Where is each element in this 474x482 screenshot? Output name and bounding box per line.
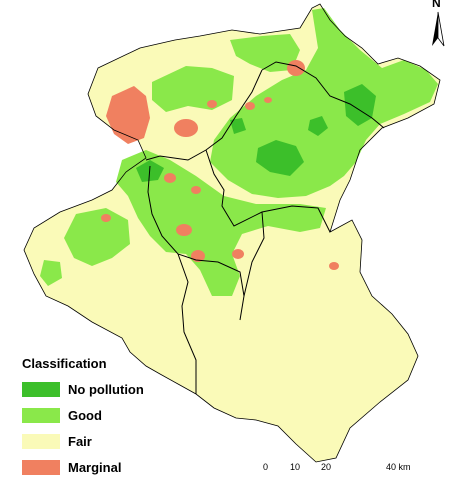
scale-tick: 10 [290,462,301,472]
legend-label: Fair [68,433,92,449]
legend-item-no-pollution: No pollution [22,378,192,400]
scale-tick: 20 [321,462,332,472]
legend: Classification No pollution Good Fair Ma… [22,356,192,482]
swatch-good [22,407,60,423]
scale-tick: 40 km [386,462,411,472]
legend-item-fair: Fair [22,430,192,452]
legend-title: Classification [22,356,107,371]
scale-bar: 0 10 20 40 km [258,458,428,474]
north-arrow: N [426,0,450,50]
marginal-zones [101,60,339,270]
legend-label: Good [68,407,102,423]
north-arrow-icon [432,11,445,47]
legend-label: No pollution [68,381,144,397]
scale-tick: 0 [263,462,269,472]
legend-item-marginal: Marginal [22,456,192,478]
swatch-fair [22,433,60,449]
swatch-marginal [22,459,60,475]
north-label: N [432,0,441,10]
region-outline [23,3,441,463]
swatch-no-pollution [22,381,60,397]
legend-item-good: Good [22,404,192,426]
admin-boundaries [145,61,385,394]
legend-label: Marginal [68,459,122,475]
